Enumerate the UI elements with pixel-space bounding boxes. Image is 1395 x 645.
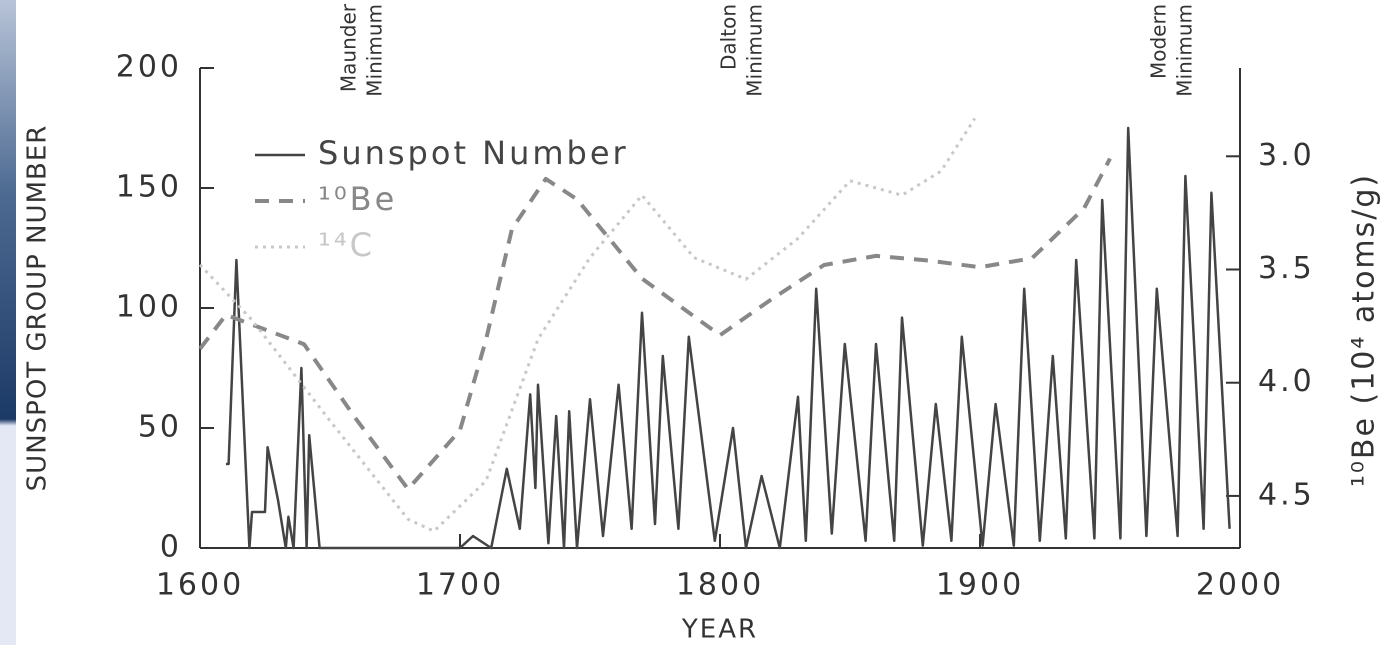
x-tick-label: 1800 <box>676 568 764 603</box>
y-axis-label: SUNSPOT GROUP NUMBER <box>23 125 53 492</box>
annotation: Minimum <box>743 4 767 97</box>
y2-tick-label: 3.5 <box>1258 251 1315 286</box>
annotation: Minimum <box>1173 4 1197 97</box>
x-tick-label: 2000 <box>1196 568 1284 603</box>
series-line <box>226 126 1231 550</box>
x-tick-label: 1700 <box>416 568 504 603</box>
annotation: Dalton <box>717 4 741 70</box>
y2-tick-label: 3.0 <box>1258 138 1315 173</box>
annotation: Modern <box>1147 4 1171 79</box>
legend-label: ¹⁴C <box>318 226 375 264</box>
annotation: Maunder <box>337 3 361 92</box>
y-tick-label: 50 <box>138 410 182 445</box>
y-tick-label: 0 <box>160 530 182 565</box>
y2-axis-label: ¹⁰Be (10⁴ atoms/g) <box>1347 173 1382 487</box>
x-tick-label: 1900 <box>936 568 1024 603</box>
y-tick-label: 100 <box>116 290 182 325</box>
legend-label: ¹⁰Be <box>318 180 397 218</box>
y-tick-label: 150 <box>116 170 182 205</box>
y-tick-label: 200 <box>116 50 182 85</box>
x-tick-label: 1600 <box>156 568 244 603</box>
y2-tick-label: 4.5 <box>1258 477 1315 512</box>
legend-label: Sunspot Number <box>318 134 629 172</box>
series-line <box>198 157 1112 492</box>
side-strip <box>0 0 16 645</box>
x-axis-label: YEAR <box>681 615 758 645</box>
annotation: Minimum <box>363 4 387 97</box>
series-line <box>198 117 977 533</box>
y2-tick-label: 4.0 <box>1258 364 1315 399</box>
